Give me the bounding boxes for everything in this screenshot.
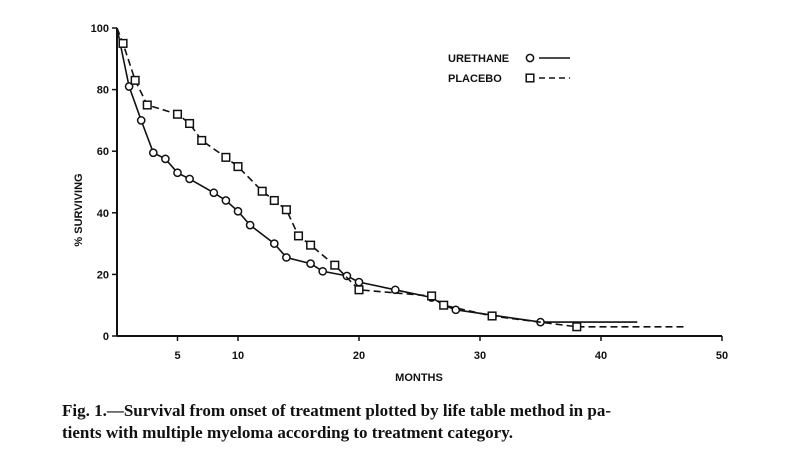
urethane-data-point — [136, 116, 146, 125]
x-tick-label: 40 — [595, 350, 607, 362]
chart-ticks: 0 20 40 60 80 100 5 10 20 30 40 50 — [91, 23, 728, 362]
urethane-legend-marker — [525, 53, 535, 63]
urethane-data-point — [185, 174, 194, 184]
placebo-legend-label: PLACEBO — [448, 73, 502, 85]
y-tick-label: 80 — [97, 85, 109, 97]
x-tick-label: 20 — [353, 350, 365, 362]
placebo-data-point — [281, 205, 291, 215]
urethane-legend-label: URETHANE — [448, 53, 509, 65]
x-tick-label: 50 — [716, 350, 728, 362]
caption-line-1: Fig. 1.—Survival from onset of treatment… — [62, 401, 611, 420]
placebo-data-point — [293, 231, 304, 241]
urethane-data-point — [342, 271, 352, 281]
placebo-data-point — [185, 118, 195, 129]
y-tick-label: 0 — [103, 331, 109, 343]
placebo-data-point — [439, 300, 449, 310]
x-tick-label: 5 — [174, 350, 180, 362]
x-axis-label: MONTHS — [395, 372, 443, 384]
urethane-data-point — [148, 148, 158, 158]
placebo-series-line — [116, 27, 686, 328]
placebo-data-point — [257, 186, 267, 196]
urethane-data-point — [451, 305, 461, 315]
placebo-data-point — [118, 38, 128, 48]
chart-legend: URETHANE PLACEBO — [448, 53, 570, 85]
figure-caption: Fig. 1.—Survival from onset of treatment… — [62, 400, 782, 444]
placebo-data-point — [197, 135, 207, 145]
placebo-data-point — [130, 75, 140, 85]
chart-series — [116, 27, 686, 332]
placebo-data-point — [487, 311, 497, 321]
urethane-data-point — [161, 154, 170, 164]
x-tick-label: 10 — [232, 350, 244, 362]
placebo-legend-marker — [525, 73, 535, 83]
placebo-data-point — [221, 152, 231, 162]
urethane-data-point — [245, 220, 255, 230]
placebo-data-point — [172, 109, 183, 119]
y-axis-label: % SURVIVING — [73, 173, 85, 246]
urethane-series-line — [116, 27, 638, 323]
placebo-data-point — [269, 195, 279, 206]
y-tick-label: 20 — [97, 269, 109, 281]
urethane-data-point — [233, 206, 243, 216]
urethane-data-point — [306, 259, 315, 268]
placebo-data-point — [330, 260, 340, 270]
urethane-data-point — [282, 253, 291, 262]
urethane-data-point — [209, 188, 219, 198]
urethane-data-point — [318, 266, 328, 276]
placebo-data-point — [306, 240, 316, 250]
y-tick-label: 100 — [91, 23, 109, 35]
x-tick-label: 30 — [474, 350, 486, 362]
urethane-data-point — [269, 239, 279, 248]
urethane-data-point — [173, 168, 182, 178]
placebo-data-point — [354, 285, 364, 295]
urethane-data-point — [390, 285, 400, 295]
y-tick-label: 60 — [97, 146, 109, 158]
urethane-data-point — [221, 196, 231, 205]
caption-line-2: tients with multiple myeloma according t… — [62, 423, 514, 442]
urethane-data-point — [354, 277, 364, 287]
chart-axes — [116, 28, 722, 337]
placebo-data-point — [233, 162, 243, 172]
placebo-data-point — [142, 100, 152, 110]
placebo-data-point — [572, 322, 582, 332]
y-tick-label: 40 — [97, 208, 109, 220]
placebo-data-point — [427, 291, 437, 301]
